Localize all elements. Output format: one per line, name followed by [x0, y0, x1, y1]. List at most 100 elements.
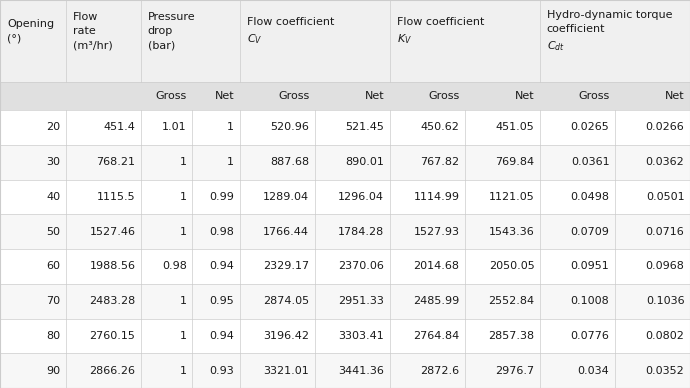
Text: 1988.56: 1988.56	[90, 262, 135, 271]
Text: 20: 20	[46, 122, 60, 132]
Bar	[0, 82, 690, 110]
Text: 1: 1	[179, 296, 187, 306]
Text: 40: 40	[46, 192, 60, 202]
Text: 0.0716: 0.0716	[646, 227, 684, 237]
Text: Net: Net	[365, 91, 384, 101]
Text: 1289.04: 1289.04	[263, 192, 309, 202]
Text: 0.1036: 0.1036	[646, 296, 684, 306]
Text: 521.45: 521.45	[346, 122, 384, 132]
Text: 0.95: 0.95	[210, 296, 234, 306]
Text: 1: 1	[227, 122, 234, 132]
Text: 0.0361: 0.0361	[571, 157, 609, 167]
Bar	[0, 249, 690, 284]
Text: 0.0802: 0.0802	[646, 331, 684, 341]
Text: 451.4: 451.4	[104, 122, 135, 132]
Text: 2866.26: 2866.26	[90, 365, 135, 376]
Text: 1: 1	[179, 157, 187, 167]
Text: Opening
(°): Opening (°)	[7, 19, 54, 43]
Text: 60: 60	[46, 262, 60, 271]
Text: 2951.33: 2951.33	[339, 296, 384, 306]
Text: 0.94: 0.94	[209, 331, 234, 341]
Text: 1114.99: 1114.99	[413, 192, 460, 202]
Text: 451.05: 451.05	[495, 122, 534, 132]
Text: 0.0265: 0.0265	[571, 122, 609, 132]
Text: 0.034: 0.034	[578, 365, 609, 376]
Text: 0.0498: 0.0498	[571, 192, 609, 202]
Bar	[0, 180, 690, 214]
Text: 70: 70	[46, 296, 60, 306]
Text: Gross: Gross	[578, 91, 609, 101]
Text: 3441.36: 3441.36	[339, 365, 384, 376]
Text: 0.0362: 0.0362	[646, 157, 684, 167]
Bar	[0, 353, 690, 388]
Text: 2874.05: 2874.05	[263, 296, 309, 306]
Text: 1543.36: 1543.36	[489, 227, 534, 237]
Text: Flow
rate
(m³/hr): Flow rate (m³/hr)	[72, 12, 112, 50]
Text: Hydro-dynamic torque
coefficient
$C_{dt}$: Hydro-dynamic torque coefficient $C_{dt}…	[546, 10, 672, 52]
Text: 90: 90	[46, 365, 60, 376]
Text: 450.62: 450.62	[420, 122, 460, 132]
Text: 2857.38: 2857.38	[489, 331, 534, 341]
Text: 1: 1	[179, 365, 187, 376]
Text: Gross: Gross	[155, 91, 187, 101]
Text: 1527.46: 1527.46	[90, 227, 135, 237]
Text: 3321.01: 3321.01	[264, 365, 309, 376]
Text: 887.68: 887.68	[270, 157, 309, 167]
Text: 2329.17: 2329.17	[263, 262, 309, 271]
Text: 0.0709: 0.0709	[571, 227, 609, 237]
Text: 2370.06: 2370.06	[339, 262, 384, 271]
Text: Net: Net	[665, 91, 684, 101]
Text: 1: 1	[227, 157, 234, 167]
Text: 0.0968: 0.0968	[646, 262, 684, 271]
Text: 768.21: 768.21	[97, 157, 135, 167]
Text: Net: Net	[215, 91, 234, 101]
Text: 0.98: 0.98	[161, 262, 187, 271]
Text: 890.01: 890.01	[346, 157, 384, 167]
Text: 1.01: 1.01	[162, 122, 187, 132]
Text: 0.94: 0.94	[209, 262, 234, 271]
Text: 0.99: 0.99	[209, 192, 234, 202]
Text: 0.98: 0.98	[209, 227, 234, 237]
Bar	[0, 284, 690, 319]
Text: 50: 50	[46, 227, 60, 237]
Bar	[0, 0, 690, 82]
Text: 520.96: 520.96	[270, 122, 309, 132]
Text: 0.0951: 0.0951	[571, 262, 609, 271]
Bar	[0, 214, 690, 249]
Text: 30: 30	[46, 157, 60, 167]
Text: 0.1008: 0.1008	[571, 296, 609, 306]
Text: Flow coefficient
$K_V$: Flow coefficient $K_V$	[397, 17, 484, 45]
Text: 1: 1	[179, 331, 187, 341]
Text: 2976.7: 2976.7	[495, 365, 534, 376]
Text: 2764.84: 2764.84	[413, 331, 460, 341]
Text: 0.0352: 0.0352	[646, 365, 684, 376]
Text: 1527.93: 1527.93	[413, 227, 460, 237]
Text: 2760.15: 2760.15	[90, 331, 135, 341]
Text: 2485.99: 2485.99	[413, 296, 460, 306]
Text: 3303.41: 3303.41	[339, 331, 384, 341]
Text: 1: 1	[179, 192, 187, 202]
Bar	[0, 319, 690, 353]
Text: 80: 80	[46, 331, 60, 341]
Bar	[0, 145, 690, 180]
Text: 2014.68: 2014.68	[413, 262, 460, 271]
Text: 769.84: 769.84	[495, 157, 534, 167]
Text: 0.0501: 0.0501	[646, 192, 684, 202]
Text: 767.82: 767.82	[420, 157, 460, 167]
Text: 2050.05: 2050.05	[489, 262, 534, 271]
Text: 2483.28: 2483.28	[89, 296, 135, 306]
Text: 2872.6: 2872.6	[420, 365, 460, 376]
Text: Net: Net	[515, 91, 534, 101]
Text: 1121.05: 1121.05	[489, 192, 534, 202]
Text: 1: 1	[179, 227, 187, 237]
Text: 0.0776: 0.0776	[571, 331, 609, 341]
Text: 1784.28: 1784.28	[338, 227, 384, 237]
Text: 1766.44: 1766.44	[264, 227, 309, 237]
Text: 0.93: 0.93	[210, 365, 234, 376]
Text: 1296.04: 1296.04	[338, 192, 384, 202]
Text: 0.0266: 0.0266	[646, 122, 684, 132]
Text: Pressure
drop
(bar): Pressure drop (bar)	[148, 12, 195, 50]
Text: 2552.84: 2552.84	[489, 296, 534, 306]
Text: 1115.5: 1115.5	[97, 192, 135, 202]
Text: Flow coefficient
$C_V$: Flow coefficient $C_V$	[246, 17, 334, 45]
